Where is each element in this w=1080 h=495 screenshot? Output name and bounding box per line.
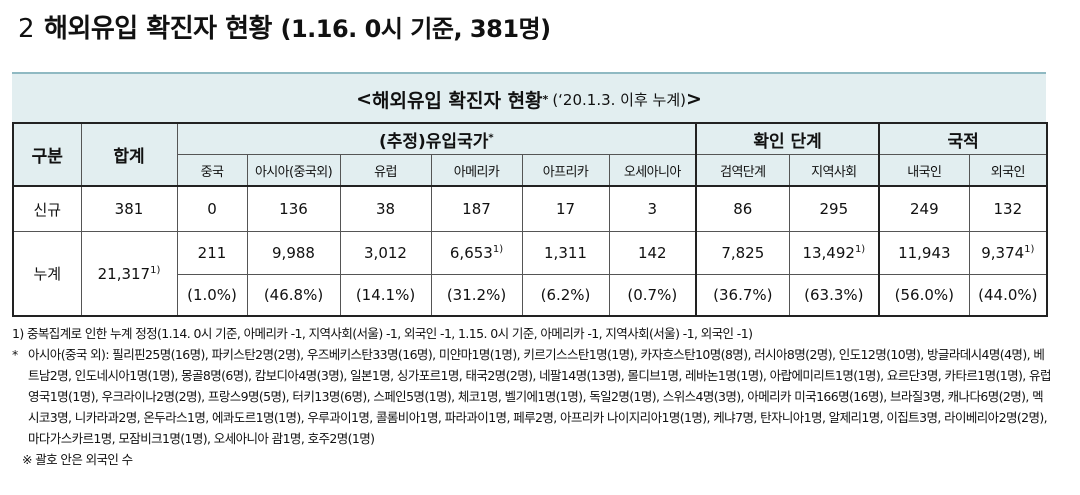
- table-row-cumulative: 누계 21,3171) 211 9,988 3,012 6,6531) 1,31…: [12, 231, 1048, 317]
- subheader-korean: 내국인: [878, 154, 970, 187]
- footnote-country-text: 아시아(중국 외): 필리핀25명(16명), 파키스탄2명(2명), 우즈베키…: [28, 347, 1051, 446]
- subheader-africa: 아프리카: [521, 154, 610, 187]
- cell-new-america: 187: [430, 185, 523, 232]
- cell-pct-community: (63.3%): [788, 274, 880, 317]
- cell-cum-foreigner: 9,3741): [968, 231, 1048, 275]
- cell-pct-quarantine: (36.7%): [695, 274, 790, 317]
- table-row-new: 신규 381 0 136 38 187 17 3 86 295 249 132: [12, 185, 1048, 232]
- row-label-cumulative: 누계: [12, 231, 82, 317]
- table-row-cumulative-percent: (1.0%) (46.8%) (14.1%) (31.2%) (6.2%) (0…: [13, 274, 1048, 317]
- cell-pct-china: (1.0%): [176, 274, 248, 317]
- cum-china-value: 211: [197, 244, 227, 262]
- cell-cum-asia: 9,988: [246, 231, 341, 275]
- footnotes: 1) 중복집계로 인한 누계 정정(1.14. 0시 기준, 아메리카 -1, …: [12, 323, 1052, 470]
- cell-cum-africa: 1,311: [521, 231, 610, 275]
- cell-pct-europe: (14.1%): [339, 274, 432, 317]
- cell-new-community: 295: [788, 185, 880, 232]
- subheader-asia: 아시아(중국외): [246, 154, 341, 187]
- table-title-bar: < 해외유입 확진자 현황 * (‘20.1.3. 이후 누계) >: [12, 72, 1046, 124]
- subheader-china: 중국: [176, 154, 248, 187]
- footnote-parentheses: ※ 괄호 안은 외국인 수: [22, 452, 133, 467]
- cum-asia-value: 9,988: [272, 244, 315, 262]
- footnote-correction: 1) 중복집계로 인한 누계 정정(1.14. 0시 기준, 아메리카 -1, …: [12, 326, 753, 341]
- cell-new-foreigner: 132: [968, 185, 1048, 232]
- cum-america-value: 6,653: [449, 244, 493, 262]
- header-stage-group: 확인 단계: [695, 122, 880, 155]
- cell-new-korean: 249: [878, 185, 970, 232]
- section-subtitle: (1.16. 0시 기준, 381명): [280, 15, 552, 43]
- table-title: 해외유입 확진자 현황: [371, 89, 543, 112]
- cell-cum-community: 13,4921): [788, 231, 880, 275]
- inflow-cases-table: 구분 합계 (추정)유입국가* 확인 단계 국적 중국 아시아(중국외) 유럽 …: [12, 122, 1049, 317]
- subheader-america: 아메리카: [430, 154, 523, 187]
- subheader-europe: 유럽: [339, 154, 432, 187]
- cell-new-europe: 38: [339, 185, 432, 232]
- title-open-bracket: <: [356, 88, 372, 110]
- header-total: 합계: [80, 122, 178, 187]
- header-row-1: 구분 합계 (추정)유입국가* 확인 단계 국적: [12, 122, 1048, 187]
- footnote-country-breakdown: * 아시아(중국 외): 필리핀25명(16명), 파키스탄2명(2명), 우즈…: [12, 344, 1052, 449]
- subheader-foreigner: 외국인: [968, 154, 1048, 187]
- header-row-2: 중국 아시아(중국외) 유럽 아메리카 아프리카 오세아니아 검역단계 지역사회…: [13, 154, 1048, 187]
- cum-oceania-value: 142: [637, 244, 667, 262]
- cum-europe-value: 3,012: [364, 244, 407, 262]
- cum-total-note: 1): [150, 264, 161, 276]
- title-star: *: [542, 92, 549, 106]
- cell-new-africa: 17: [521, 185, 610, 232]
- cum-korean-value: 11,943: [898, 244, 951, 262]
- section-heading: 2 해외유입 확진자 현황 (1.16. 0시 기준, 381명): [18, 8, 551, 45]
- cell-pct-africa: (6.2%): [521, 274, 610, 317]
- cell-pct-asia: (46.8%): [246, 274, 341, 317]
- cell-new-quarantine: 86: [695, 185, 790, 232]
- cell-pct-oceania: (0.7%): [608, 274, 697, 317]
- cum-quarantine-value: 7,825: [721, 244, 765, 262]
- cell-cum-america: 6,6531): [430, 231, 523, 275]
- section-title: 해외유입 확진자 현황: [44, 14, 272, 44]
- cell-cum-total: 21,3171): [80, 231, 178, 317]
- subheader-community: 지역사회: [788, 154, 880, 187]
- cell-pct-foreigner: (44.0%): [968, 274, 1048, 317]
- subheader-oceania: 오세아니아: [608, 154, 697, 187]
- cell-cum-china: 211: [176, 231, 248, 275]
- subheader-quarantine: 검역단계: [695, 154, 790, 187]
- cell-new-china: 0: [176, 185, 248, 232]
- footnote-star: *: [12, 347, 18, 362]
- table-period: (‘20.1.3. 이후 누계): [552, 90, 686, 109]
- cell-cum-oceania: 142: [608, 231, 697, 275]
- row-label-new: 신규: [12, 185, 82, 232]
- cum-total-value: 21,317: [97, 264, 151, 283]
- cum-africa-value: 1,311: [544, 244, 587, 262]
- cell-pct-america: (31.2%): [430, 274, 523, 317]
- header-inflow-star: *: [488, 131, 494, 143]
- cum-america-note: 1): [492, 244, 504, 255]
- cum-foreigner-value: 9,374: [981, 244, 1025, 262]
- cell-new-asia: 136: [246, 185, 341, 232]
- cell-cum-korean: 11,943: [878, 231, 970, 275]
- title-close-bracket: >: [686, 88, 702, 110]
- cell-new-total: 381: [80, 185, 178, 232]
- header-category: 구분: [12, 122, 82, 187]
- cum-foreigner-note: 1): [1024, 244, 1035, 255]
- section-number: 2: [18, 14, 35, 44]
- cell-cum-europe: 3,012: [339, 231, 432, 275]
- cum-community-value: 13,492: [802, 244, 855, 262]
- header-inflow-label: (추정)유입국가: [378, 131, 489, 152]
- header-nationality-group: 국적: [878, 122, 1048, 155]
- cell-new-oceania: 3: [608, 185, 697, 232]
- cum-community-note: 1): [854, 244, 866, 255]
- cell-cum-quarantine: 7,825: [695, 231, 790, 275]
- cell-pct-korean: (56.0%): [878, 274, 970, 317]
- header-inflow-group: (추정)유입국가*: [176, 122, 697, 155]
